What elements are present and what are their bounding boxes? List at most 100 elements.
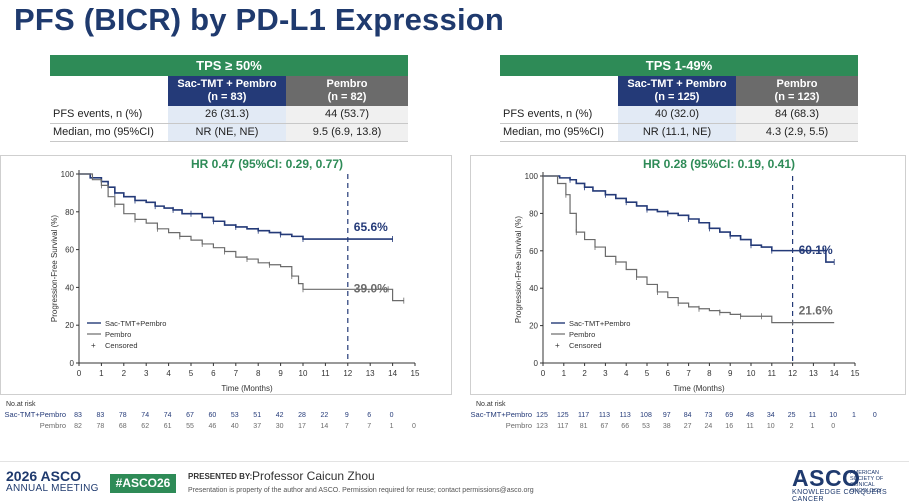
risk-count: 17 <box>298 423 306 430</box>
x-axis-label: Time (Months) <box>673 384 725 393</box>
x-tick-label: 3 <box>144 369 149 378</box>
risk-count: 22 <box>321 412 329 419</box>
risk-count: 74 <box>141 412 149 419</box>
risk-row-name: Sac-TMT+Pembro <box>5 410 66 419</box>
x-tick-label: 13 <box>809 369 818 378</box>
x-tick-label: 8 <box>256 369 261 378</box>
risk-row-name: Sac-TMT+Pembro <box>471 410 532 419</box>
risk-count: 28 <box>298 412 306 419</box>
risk-count: 61 <box>164 423 172 430</box>
subgroup-header: TPS 1-49% <box>500 55 858 76</box>
risk-count: 66 <box>621 423 629 430</box>
y-tick-label: 20 <box>65 321 74 330</box>
x-tick-label: 7 <box>234 369 239 378</box>
x-tick-label: 8 <box>707 369 712 378</box>
km-chart-right: HR 0.28 (95%CI: 0.19, 0.41) 0 20 40 60 80 100 0… <box>514 157 860 393</box>
left-summary-table: TPS ≥ 50% Sac-TMT + Pembro (n = 83) Pembr… <box>50 55 408 142</box>
legend-label-pembro: Pembro <box>105 330 131 339</box>
x-tick-label: 14 <box>388 369 397 378</box>
risk-count: 97 <box>663 412 671 419</box>
risk-count: 9 <box>345 412 349 419</box>
risk-count: 78 <box>119 412 127 419</box>
risk-count: 74 <box>164 412 172 419</box>
risk-count: 113 <box>599 412 610 419</box>
risk-count: 78 <box>97 423 105 430</box>
landmark-label-sac-tmt: 60.1% <box>799 243 833 257</box>
risk-count: 14 <box>321 423 329 430</box>
risk-count: 0 <box>412 423 416 430</box>
risk-count: 84 <box>684 412 692 419</box>
risk-count: 40 <box>231 423 239 430</box>
hashtag-badge: #ASCO26 <box>110 474 176 493</box>
x-tick-label: 12 <box>788 369 797 378</box>
right-summary-table: TPS 1-49% Sac-TMT + Pembro (n = 125) Pemb… <box>500 55 858 142</box>
x-tick-label: 15 <box>411 369 420 378</box>
risk-table-title: No.at risk <box>476 401 506 408</box>
x-tick-label: 4 <box>624 369 629 378</box>
risk-count: 11 <box>809 412 816 419</box>
risk-count: 10 <box>829 412 837 419</box>
risk-count: 83 <box>97 412 105 419</box>
right-km-chart-box: HR 0.28 (95%CI: 0.19, 0.41) 0 20 40 60 80 100 0… <box>470 155 906 395</box>
risk-count: 0 <box>873 412 877 419</box>
y-tick-label: 20 <box>529 322 538 331</box>
arm-header-sac-tmt: Sac-TMT + Pembro (n = 83) <box>168 76 286 106</box>
km-chart-left: HR 0.47 (95%CI: 0.29, 0.77) 0 20 40 60 80 100 0… <box>50 157 420 393</box>
legend-label-censored: Censored <box>105 341 138 350</box>
risk-count: 67 <box>186 412 194 419</box>
risk-count: 117 <box>578 412 589 419</box>
risk-count: 53 <box>642 423 650 430</box>
risk-count: 51 <box>253 412 261 419</box>
x-tick-label: 6 <box>211 369 216 378</box>
x-tick-label: 1 <box>99 369 104 378</box>
km-curve-pembro <box>543 175 835 324</box>
y-axis-label: Progression-Free Survival (%) <box>514 216 523 323</box>
presenter-name: Professor Caicun Zhou <box>252 469 375 483</box>
x-tick-label: 2 <box>582 369 587 378</box>
risk-count: 1 <box>390 423 394 430</box>
x-tick-label: 12 <box>343 369 352 378</box>
risk-row-name: Pembro <box>40 421 66 430</box>
risk-count: 53 <box>231 412 239 419</box>
y-tick-label: 60 <box>529 247 538 256</box>
y-tick-label: 100 <box>525 172 539 181</box>
y-tick-label: 80 <box>65 208 74 217</box>
asco-meeting-logo: 2026 ASCO ANNUAL MEETING <box>6 468 99 494</box>
x-tick-label: 1 <box>562 369 567 378</box>
landmark-label-sac-tmt: 65.6% <box>354 220 388 234</box>
legend-label-censored: Censored <box>569 341 602 350</box>
copyright-notice: Presentation is property of the author a… <box>188 487 534 494</box>
y-tick-label: 0 <box>534 359 539 368</box>
risk-count: 37 <box>253 423 261 430</box>
asco-society-logo: ASCO AMERICAN SOCIETY OF CLINICAL ONCOLO… <box>792 465 888 503</box>
risk-count: 38 <box>663 423 671 430</box>
table-row: PFS events, n (%) 26 (31.3) 44 (53.7) <box>50 106 408 124</box>
risk-count: 24 <box>705 423 713 430</box>
risk-count: 1 <box>852 412 856 419</box>
risk-count: 30 <box>276 423 284 430</box>
y-tick-label: 60 <box>65 246 74 255</box>
y-tick-label: 0 <box>70 359 75 368</box>
x-tick-label: 9 <box>728 369 733 378</box>
risk-count: 69 <box>725 412 733 419</box>
x-tick-label: 14 <box>830 369 839 378</box>
x-tick-label: 11 <box>321 369 330 378</box>
hazard-ratio-text: HR 0.28 (95%CI: 0.19, 0.41) <box>643 157 795 171</box>
risk-count: 81 <box>580 423 588 430</box>
x-tick-label: 15 <box>851 369 860 378</box>
risk-count: 2 <box>790 423 794 430</box>
risk-count: 73 <box>705 412 713 419</box>
x-tick-label: 0 <box>77 369 82 378</box>
risk-count: 68 <box>119 423 127 430</box>
x-tick-label: 3 <box>603 369 608 378</box>
table-row: Median, mo (95%CI) NR (NE, NE) 9.5 (6.9,… <box>50 124 408 142</box>
risk-count: 7 <box>345 423 349 430</box>
table-row: Median, mo (95%CI) NR (11.1, NE) 4.3 (2.… <box>500 124 858 142</box>
landmark-label-pembro: 21.6% <box>799 304 833 318</box>
x-tick-label: 10 <box>747 369 756 378</box>
x-tick-label: 4 <box>166 369 171 378</box>
risk-count: 108 <box>640 412 652 419</box>
risk-row-name: Pembro <box>506 421 532 430</box>
x-tick-label: 7 <box>686 369 691 378</box>
table-row: PFS events, n (%) 40 (32.0) 84 (68.3) <box>500 106 858 124</box>
